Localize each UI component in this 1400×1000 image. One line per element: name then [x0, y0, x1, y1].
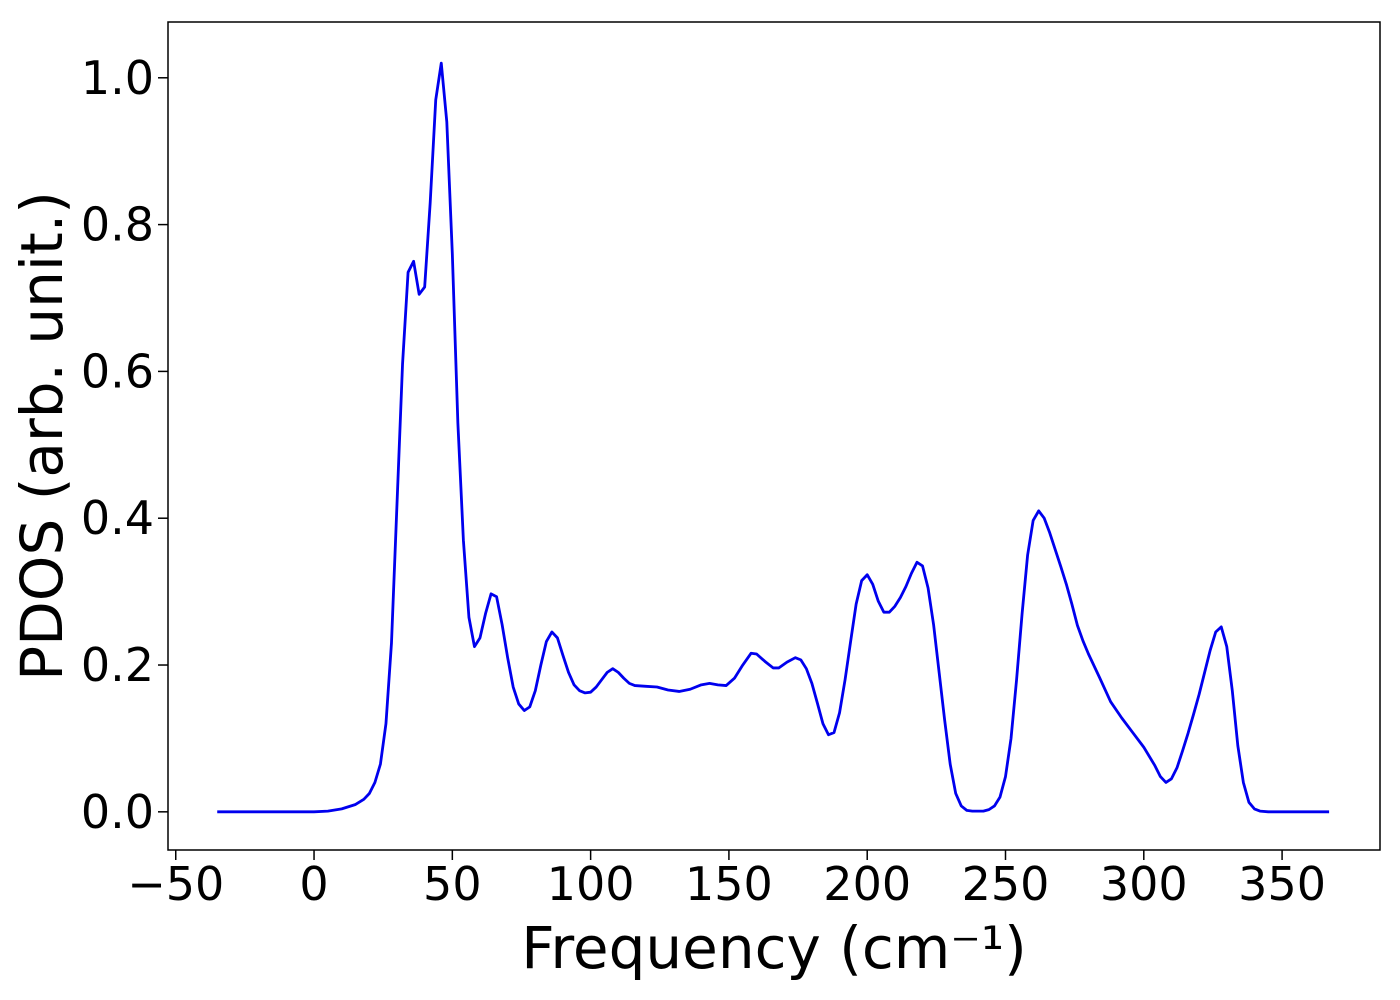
y-tick-label: 0.8 — [81, 198, 154, 252]
x-tick-label: 300 — [1100, 857, 1188, 911]
x-tick-label: 250 — [962, 857, 1050, 911]
x-tick-label: 0 — [299, 857, 328, 911]
y-tick-label: 0.6 — [81, 344, 154, 398]
y-tick-label: 0.4 — [81, 491, 154, 545]
line-series — [217, 61, 1330, 814]
x-axis-label: Frequency (cm⁻¹) — [521, 914, 1027, 982]
x-tick-label: 50 — [423, 857, 482, 911]
y-tick-label: 0.2 — [81, 638, 154, 692]
plot-frame — [167, 21, 1381, 851]
x-tick-label: 100 — [547, 857, 635, 911]
x-tick-label: −50 — [127, 857, 224, 911]
x-tick-label: 150 — [685, 857, 773, 911]
y-tick-label: 0.0 — [81, 785, 154, 839]
y-tick-label: 1.0 — [81, 51, 154, 105]
x-tick-label: 350 — [1238, 857, 1326, 911]
y-axis-label: PDOS (arb. unit.) — [8, 191, 76, 681]
x-tick-label: 200 — [823, 857, 911, 911]
